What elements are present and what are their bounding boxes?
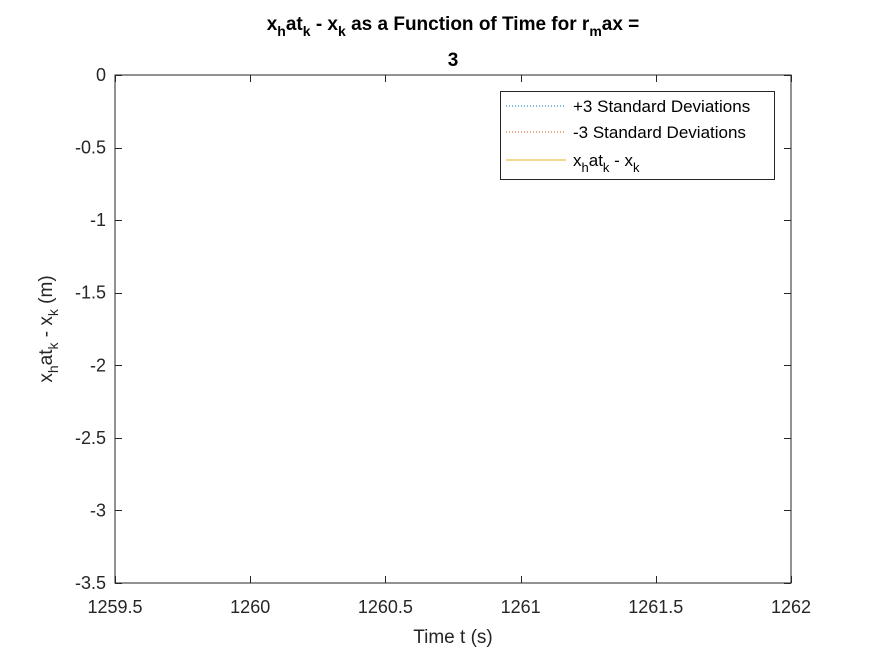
legend-box bbox=[500, 91, 775, 180]
y-tick-label: -1.5 bbox=[75, 283, 106, 303]
x-tick-label: 1261 bbox=[501, 597, 541, 617]
legend-label: -3 Standard Deviations bbox=[573, 123, 746, 142]
x-axis-label: Time t (s) bbox=[413, 627, 493, 648]
legend-label: xhatk - xk bbox=[573, 151, 640, 175]
y-axis-label: xhatk - xk (m) bbox=[36, 275, 61, 382]
x-tick-label: 1261.5 bbox=[628, 597, 683, 617]
y-tick-label: -2.5 bbox=[75, 428, 106, 448]
legend-item: -3 Standard Deviations bbox=[506, 123, 746, 142]
axes-box bbox=[114, 74, 792, 584]
legend: +3 Standard Deviations -3 Standard Deviat… bbox=[500, 91, 775, 180]
y-tick-label: -1 bbox=[90, 210, 106, 230]
x-tick-label: 1260 bbox=[230, 597, 270, 617]
svg-text:xhatk - xk (m): xhatk - xk (m) bbox=[36, 275, 61, 382]
y-tick-label: -3 bbox=[90, 500, 106, 520]
y-tick-label: -2 bbox=[90, 355, 106, 375]
chart-title-line-1: xhatk - xk as a Function of Time for rma… bbox=[267, 14, 640, 39]
y-tick-label: -3.5 bbox=[75, 573, 106, 593]
legend-label: +3 Standard Deviations bbox=[573, 97, 750, 116]
x-tick-label: 1259.5 bbox=[87, 597, 142, 617]
y-tick-label: -0.5 bbox=[75, 138, 106, 158]
x-tick-label: 1262 bbox=[771, 597, 811, 617]
axes-layer: 1259.5 1260 1260.5 1261 1261.5 1262 0 -0.5 -1 -1.… bbox=[36, 65, 811, 648]
title-layer: xhatk - xk as a Function of Time for rma… bbox=[267, 14, 640, 71]
x-tick-label: 1260.5 bbox=[358, 597, 413, 617]
chart-title-line-2: 3 bbox=[448, 50, 459, 71]
legend-item: +3 Standard Deviations bbox=[506, 97, 750, 116]
y-tick-label: 0 bbox=[96, 65, 106, 85]
legend-item: xhatk - xk bbox=[506, 151, 640, 175]
